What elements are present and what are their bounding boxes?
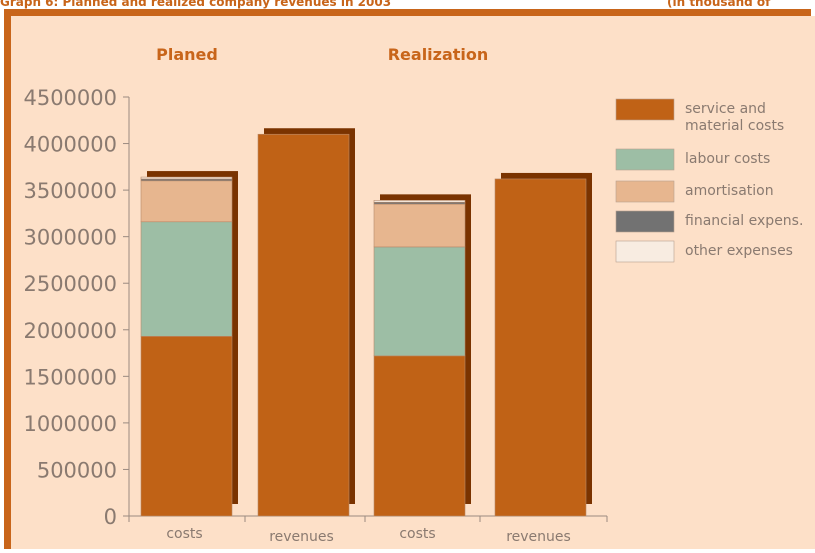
legend-swatch: [615, 240, 675, 263]
legend-label: amortisation: [685, 183, 774, 199]
bar-segment: [140, 176, 233, 180]
y-tick-label: 2000000: [23, 319, 117, 343]
x-tick-label: costs: [399, 526, 435, 542]
bar-segment: [140, 335, 233, 517]
legend-label: service and: [685, 101, 766, 117]
x-tick-label: costs: [166, 526, 202, 542]
y-axis: 0 500000 1000000 1500000 2000000 2500000 30000…: [23, 86, 130, 529]
x-tick-label: revenues: [506, 529, 571, 545]
y-tick-label: 3000000: [23, 226, 117, 250]
group-title: Planed: [156, 45, 218, 64]
bars: [140, 128, 592, 517]
legend-swatch: [615, 180, 675, 203]
legend-label: other expenses: [685, 243, 793, 259]
x-tick-label: revenues: [269, 529, 334, 545]
legend-label: financial expens.: [685, 213, 803, 229]
bar-segment: [373, 203, 466, 248]
legend-label: material costs: [685, 118, 784, 134]
bar-segment: [373, 246, 466, 357]
y-tick-label: 2500000: [23, 272, 117, 296]
group-titles: Planed Realization: [156, 45, 488, 64]
caption-title: Graph 6: Planned and realized company re…: [0, 0, 392, 9]
bar-segment: [140, 180, 233, 223]
legend-label: labour costs: [685, 151, 770, 167]
bar-segment: [257, 133, 350, 517]
caption-units: (in thousand of: [667, 0, 771, 9]
legend-swatch: [615, 148, 675, 171]
y-tick-label: 4000000: [23, 133, 117, 157]
y-tick-label: 4500000: [23, 86, 117, 110]
legend-swatch: [615, 98, 675, 121]
legend-swatch: [615, 210, 675, 233]
bar-segment: [373, 200, 466, 203]
y-tick-label: 3500000: [23, 179, 117, 203]
y-tick-label: 500000: [37, 458, 117, 482]
bar-segment: [373, 355, 466, 517]
x-axis: costs revenues costs revenues: [128, 515, 608, 545]
group-title: Realization: [388, 45, 489, 64]
y-tick-label: 1000000: [23, 412, 117, 436]
y-tick-label: 0: [104, 505, 117, 529]
bar-segment: [140, 221, 233, 337]
bar-segment: [494, 178, 587, 517]
y-tick-label: 1500000: [23, 365, 117, 389]
chart-caption: Graph 6: Planned and realized company re…: [0, 0, 815, 9]
